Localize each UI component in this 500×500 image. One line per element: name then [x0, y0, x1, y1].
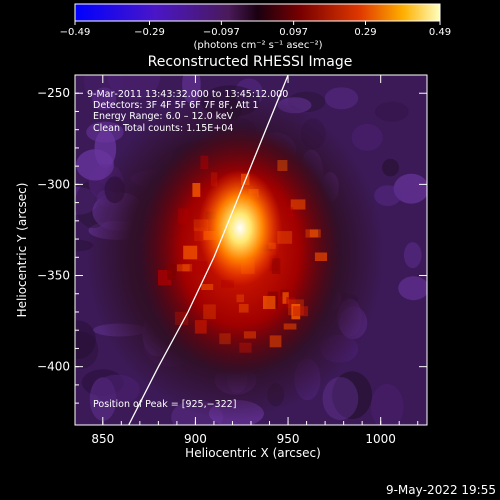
- emission-patch: [182, 263, 193, 272]
- background-patch: [370, 383, 404, 425]
- emission-patch: [192, 183, 201, 197]
- emission-patch: [290, 199, 306, 210]
- background-patch: [76, 149, 114, 181]
- y-tick-label: −350: [37, 269, 70, 283]
- colorbar-unit-label: (photons cm⁻² s⁻¹ asec⁻²): [193, 40, 322, 51]
- annotation-energy: Energy Range: 6.0 – 12.0 keV: [93, 111, 234, 122]
- emission-patch: [286, 297, 296, 309]
- background-patch: [107, 75, 161, 100]
- source-core: [198, 170, 282, 286]
- footer-date: 9‑May‑2022 19:55: [386, 483, 496, 497]
- background-patch: [374, 185, 402, 207]
- emission-patch: [309, 229, 319, 238]
- emission-patch: [277, 160, 288, 171]
- emission-patch: [236, 294, 244, 303]
- background-patch: [393, 173, 427, 204]
- emission-patch: [219, 333, 231, 345]
- background-patch: [75, 320, 96, 359]
- y-tick-label: −300: [37, 177, 70, 191]
- emission-patch: [192, 261, 208, 275]
- emission-patch: [269, 335, 282, 348]
- emission-patch: [238, 304, 249, 313]
- emission-patch: [305, 229, 321, 238]
- emission-patch: [178, 208, 189, 224]
- y-axis-label: Heliocentric Y (arcsec): [15, 183, 29, 318]
- emission-patch: [271, 258, 281, 274]
- background-patch: [403, 242, 422, 269]
- emission-patch: [283, 323, 297, 330]
- emission-patch: [210, 172, 218, 187]
- background-patch: [92, 87, 117, 111]
- emission-patch: [167, 264, 176, 280]
- colorbar-tick-label: −0.29: [134, 27, 165, 38]
- annotation-time: 9‑Mar‑2011 13:43:32.000 to 13:45:12.000: [87, 89, 288, 100]
- x-tick-label: 900: [184, 432, 207, 446]
- background-patch: [382, 158, 399, 177]
- colorbar-tick-label: 0.49: [429, 27, 451, 38]
- emission-patch: [174, 311, 189, 325]
- axis-ticks: 850 900 950 1000 −250 −300 −350 −400: [37, 75, 427, 446]
- emission-patch: [201, 284, 214, 290]
- colorbar: −0.49 −0.29 −0.097 0.097 0.29 0.49 (photons c…: [60, 3, 451, 51]
- x-tick-label: 950: [277, 432, 300, 446]
- background-patch: [324, 87, 359, 110]
- y-tick-label: −400: [37, 360, 70, 374]
- emission-patch: [263, 295, 276, 309]
- x-tick-label: 850: [91, 432, 114, 446]
- background-patch: [351, 123, 383, 151]
- annotation-peak-position: Position of Peak = [925,−322]: [93, 399, 236, 410]
- emission-patch: [314, 252, 328, 261]
- colorbar-tick-label: 0.29: [354, 27, 376, 38]
- background-patch: [375, 101, 409, 122]
- emission-patch: [183, 245, 198, 260]
- emission-patch: [194, 320, 207, 334]
- colorbar-tick-label: −0.097: [203, 27, 240, 38]
- background-patch: [75, 331, 99, 369]
- plot-area: [75, 75, 427, 425]
- background-patch: [398, 276, 427, 301]
- background-patch: [332, 371, 373, 420]
- emission-patch: [292, 306, 309, 317]
- annotation-detectors: Detectors: 3F 4F 5F 6F 7F 8F, Att 1: [93, 100, 259, 111]
- background-patch: [94, 374, 140, 405]
- emission-patch: [269, 255, 279, 272]
- colorbar-tick-label: 0.097: [279, 27, 308, 38]
- emission-patch: [243, 331, 256, 339]
- emission-patch: [200, 155, 209, 170]
- emission-patch: [176, 264, 190, 272]
- chart-title: Reconstructed RHESSI Image: [148, 54, 353, 70]
- y-tick-label: −250: [37, 86, 70, 100]
- x-tick-label: 1000: [365, 432, 396, 446]
- solar-limb-curve: [128, 75, 289, 425]
- annotation-counts: Clean Total counts: 1.15E+04: [93, 123, 233, 134]
- background-patch: [322, 377, 359, 421]
- emission-patch: [239, 342, 252, 353]
- emission-patch: [282, 292, 289, 304]
- emission-patch: [203, 304, 216, 320]
- emission-patch: [221, 279, 234, 288]
- emission-patch: [284, 207, 294, 219]
- colorbar-gradient: [74, 3, 441, 22]
- x-axis-label: Heliocentric X (arcsec): [185, 446, 321, 460]
- colorbar-tick-label: −0.49: [60, 27, 91, 38]
